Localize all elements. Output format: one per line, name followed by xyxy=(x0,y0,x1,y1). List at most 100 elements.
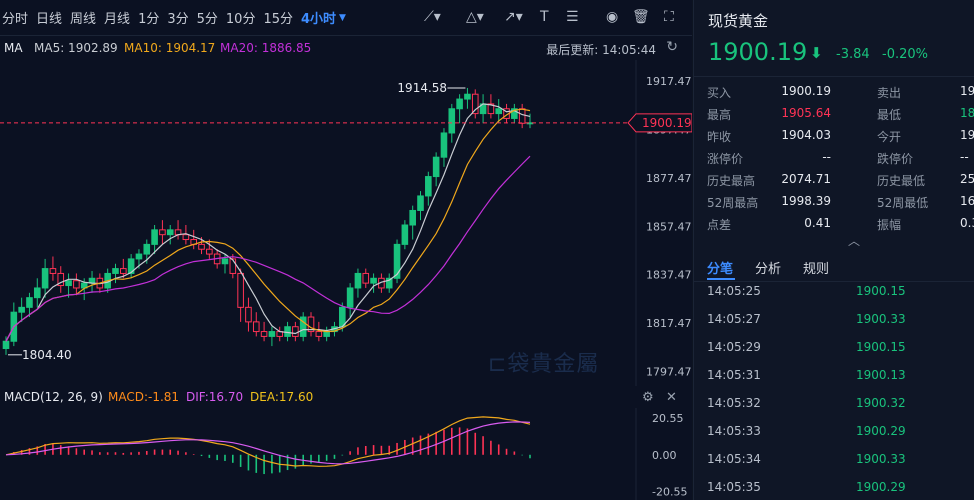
tick-price: 1900.15 xyxy=(856,284,906,298)
timeframe-9[interactable]: 4小时 xyxy=(301,12,337,27)
candle-body xyxy=(221,258,229,265)
timeframe-6[interactable]: 5分 xyxy=(196,12,218,27)
price-change: -3.84 xyxy=(836,47,870,62)
trash-icon[interactable]: 🗑 xyxy=(632,9,650,25)
candle-body xyxy=(495,108,503,115)
candle-body xyxy=(112,268,119,274)
dif-value: DIF:16.70 xyxy=(186,390,244,404)
chart-area[interactable]: 分时 日线 周线 月线 1分 3分 5分 10分 15分 4小时 ▼ ⟋▾ △▾ ↗▾ T ☰ ◉ … xyxy=(0,0,692,500)
text-tool-icon[interactable]: T xyxy=(540,9,549,25)
candle-body xyxy=(307,316,315,333)
candle-body xyxy=(182,234,190,241)
ma10-value: MA10: 1904.17 xyxy=(124,41,216,55)
shape-triangle-icon[interactable]: △▾ xyxy=(466,9,484,25)
candle-body xyxy=(425,176,432,197)
stat-value: 1904.03 xyxy=(781,128,831,142)
stat-value: 1900.19 xyxy=(781,84,831,98)
stat-value: -- xyxy=(960,150,969,164)
candle-body xyxy=(260,331,268,337)
divider xyxy=(694,76,974,77)
tick-time: 14:05:29 xyxy=(707,340,761,354)
stat-value: 1900.59 xyxy=(960,84,974,98)
candle-body xyxy=(229,258,237,274)
stat-label: 52周最高 xyxy=(707,196,759,210)
candle-body xyxy=(198,243,205,250)
candle-body xyxy=(151,229,158,245)
price-axis-tick: 1877.47 xyxy=(646,172,692,185)
stat-value: 1614.85 xyxy=(960,194,974,208)
candle-body xyxy=(385,277,393,289)
chevron-up-icon[interactable]: ︿ xyxy=(848,234,861,248)
refresh-icon[interactable]: ↻ xyxy=(666,39,678,55)
candle-body xyxy=(323,331,330,337)
stat-label: 买入 xyxy=(707,86,732,100)
tick-time: 14:05:25 xyxy=(707,284,761,298)
drawing-line-icon[interactable]: ⟋▾ xyxy=(424,9,441,25)
candle-body xyxy=(245,306,252,323)
chart-toolbar: 分时 日线 周线 月线 1分 3分 5分 10分 15分 4小时 ▼ xyxy=(0,0,692,36)
stat-value: 0.41 xyxy=(804,216,831,230)
tick-price: 1900.33 xyxy=(856,452,906,466)
candle-body xyxy=(471,93,479,115)
stat-label: 昨收 xyxy=(707,130,732,144)
tab-rules[interactable]: 规则 xyxy=(803,262,830,277)
current-price-label: 1900.19 xyxy=(642,116,692,130)
dif-line xyxy=(5,416,531,467)
price-change-pct: -0.20% xyxy=(882,47,928,62)
chevron-down-icon[interactable]: ▼ xyxy=(339,12,346,23)
candle-body xyxy=(49,268,57,274)
close-icon[interactable]: ✕ xyxy=(666,390,677,405)
max-price-label: 1914.58 xyxy=(397,81,447,95)
timeframe-7[interactable]: 10分 xyxy=(225,12,256,27)
tick-price: 1900.33 xyxy=(856,312,906,326)
timeframe-4[interactable]: 1分 xyxy=(138,12,160,27)
candle-body xyxy=(26,297,33,308)
stat-value: 1905.64 xyxy=(781,106,831,120)
last-updated: 最后更新: 14:05:44 xyxy=(546,43,656,57)
stat-value: 1898.49 xyxy=(960,106,974,120)
tick-price: 1900.29 xyxy=(856,480,906,494)
fullscreen-icon[interactable]: ⛶ xyxy=(664,9,674,25)
macd-legend: MACD(12, 26, 9) MACD:-1.81 DIF:16.70 DEA… xyxy=(0,388,692,408)
stat-label: 最低 xyxy=(877,108,902,122)
timeframe-2[interactable]: 周线 xyxy=(70,12,97,27)
tick-time: 14:05:33 xyxy=(707,424,761,438)
candle-body xyxy=(456,98,463,110)
stat-value: 1903.87 xyxy=(960,128,974,142)
timeframe-5[interactable]: 3分 xyxy=(167,12,189,27)
divider xyxy=(694,281,974,282)
stat-label: 涨停价 xyxy=(707,152,744,166)
macd-chart[interactable]: 20.55 0.00 -20.55 xyxy=(0,408,692,500)
tab-underline xyxy=(707,278,735,280)
stat-label: 跌停价 xyxy=(877,152,914,166)
stat-value: 0.37% xyxy=(960,216,974,230)
tick-price: 1900.29 xyxy=(856,424,906,438)
timeframe-0[interactable]: 分时 xyxy=(2,12,29,27)
gear-icon[interactable]: ⚙ xyxy=(642,390,654,405)
candle-body xyxy=(393,243,401,279)
tab-analysis[interactable]: 分析 xyxy=(755,262,782,277)
timeframe-3[interactable]: 月线 xyxy=(104,12,131,27)
timeframe-1[interactable]: 日线 xyxy=(36,12,63,27)
candle-body xyxy=(315,331,323,337)
tab-ticks[interactable]: 分笔 xyxy=(707,262,734,277)
watermark-logo: ⊏袋貴金屬 xyxy=(488,352,600,377)
stat-label: 52周最低 xyxy=(877,196,929,210)
stat-label: 历史最高 xyxy=(707,174,756,188)
tick-time: 14:05:34 xyxy=(707,452,761,466)
eye-icon[interactable]: ◉ xyxy=(606,9,619,25)
ma10-line xyxy=(5,108,531,342)
ma5-value: MA5: 1902.89 xyxy=(34,41,118,55)
tick-price: 1900.13 xyxy=(856,368,906,382)
candle-body xyxy=(448,108,456,134)
price-chart[interactable]: 1917.471897.471877.471857.471837.471817.… xyxy=(0,60,692,386)
tick-price: 1900.32 xyxy=(856,396,906,410)
timeframe-8[interactable]: 15分 xyxy=(263,12,293,27)
candle-body xyxy=(354,272,362,289)
macd-axis-tick: -20.55 xyxy=(652,485,687,498)
candle-body xyxy=(432,156,440,178)
stat-label: 今开 xyxy=(877,130,902,144)
price-axis-tick: 1917.47 xyxy=(646,75,692,88)
arrow-tool-icon[interactable]: ↗▾ xyxy=(504,9,523,25)
list-tool-icon[interactable]: ☰ xyxy=(566,9,579,25)
